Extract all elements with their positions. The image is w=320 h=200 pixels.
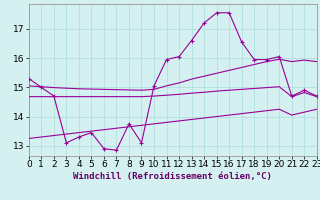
X-axis label: Windchill (Refroidissement éolien,°C): Windchill (Refroidissement éolien,°C) [73,172,272,181]
